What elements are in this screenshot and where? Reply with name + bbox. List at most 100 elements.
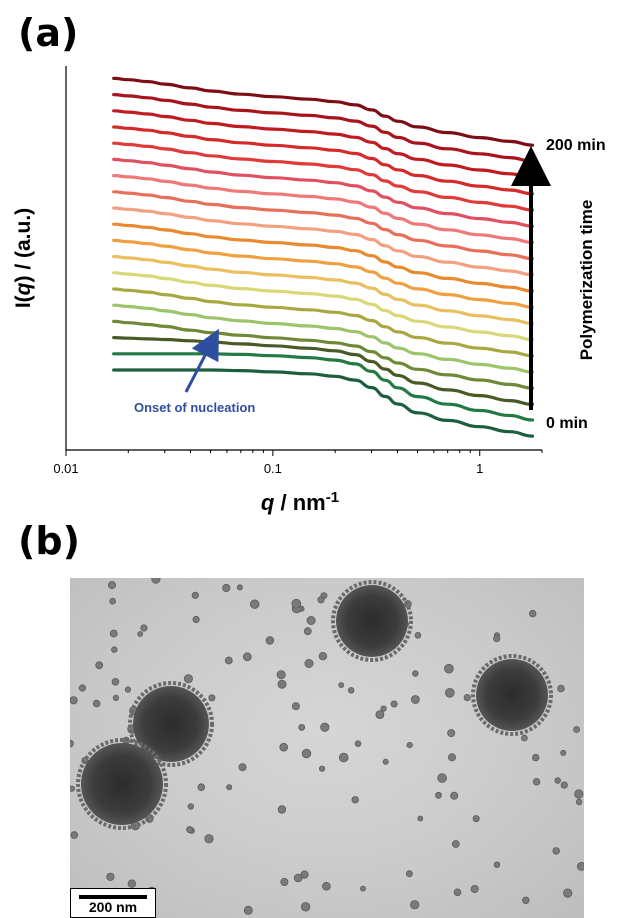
small-particle [560,749,567,756]
panel-label-a: (a) [18,11,79,55]
nucleation-arrow [184,328,219,393]
small-particle [95,661,104,670]
small-particle [226,784,233,791]
scattering-curve-13 [112,174,535,244]
small-particle [447,753,456,762]
small-particle [151,578,161,584]
small-particle [124,686,132,693]
small-particle [70,831,79,839]
small-particle [109,597,116,605]
small-particle [322,881,331,891]
small-particle [437,773,447,783]
small-particle [317,596,325,604]
scattering-curve-11 [112,206,535,277]
small-particle [450,791,459,800]
small-particle [137,631,144,637]
small-particle [348,687,355,694]
scattering-curve-3 [112,336,535,406]
small-particle [414,631,422,639]
small-particle [451,840,460,848]
small-particle [563,888,573,898]
small-particle [303,627,312,636]
arrow-top-label: 200 min [546,137,606,154]
small-particle [70,739,74,748]
small-particle [78,684,86,692]
small-particle [265,636,275,645]
x-tick-label: 0.01 [53,461,78,476]
small-particle [191,591,199,599]
small-particle [318,651,328,661]
small-particle [277,679,287,689]
small-particle [242,652,252,662]
small-particle [574,789,584,799]
small-particle [183,674,193,684]
small-particle [108,581,117,590]
panel-label-b: (b) [18,519,80,563]
small-particle [554,777,561,784]
scattering-curve-8 [112,255,535,325]
small-particle [444,688,455,698]
x-tick-label: 1 [476,461,483,476]
scattering-curve-12 [112,190,535,261]
scattering-curve-6 [112,287,535,358]
small-particle [552,847,560,855]
small-particle [192,615,200,624]
scattering-curve-14 [112,157,535,228]
small-particle [382,758,389,765]
small-particle [390,700,398,708]
scattering-curve-18 [112,93,535,163]
small-particle [520,734,528,742]
saxs-chart: 0.01 0.1 1 I(q) / (a.u.) q / nm-1 200 min … [12,66,606,515]
tem-image [70,578,584,915]
small-particle [435,791,442,799]
arrow-bottom-label: 0 min [546,415,588,432]
scattering-curve-15 [112,141,535,212]
small-particle [360,885,366,892]
small-particle [279,742,289,752]
small-particle [406,742,413,749]
small-particle [224,656,233,665]
small-particle [493,634,501,643]
small-particle [529,609,537,618]
small-particle [111,646,118,653]
scattering-curve-17 [112,109,535,180]
small-particle [187,803,194,810]
small-particle [306,616,316,626]
small-particle [444,663,454,674]
small-particle [186,826,194,834]
small-particle [472,815,480,823]
arrow-side-label: Polymerization time [577,200,596,361]
small-particle [453,888,462,897]
small-particle [410,900,420,910]
scale-bar: 200 nm [70,888,156,918]
x-tick-label: 0.1 [264,461,282,476]
small-particle [70,785,75,792]
small-particle [277,805,287,814]
small-particle [204,834,214,844]
small-particle [470,884,479,893]
small-particle [298,723,306,731]
scattering-curve-19 [112,76,535,147]
large-particle [76,738,168,830]
scattering-curve-10 [112,222,535,293]
scattering-curve-16 [112,125,535,196]
small-particle [447,729,456,738]
large-particle [471,654,553,736]
small-particle [463,694,471,702]
small-particle [380,705,387,712]
small-particle [417,815,424,822]
small-particle [276,670,286,680]
small-particle [576,862,584,871]
small-particle [557,684,565,693]
large-particle [331,580,413,662]
small-particle [106,872,115,881]
scattering-curve-2 [112,352,535,422]
small-particle [532,753,540,762]
scale-bar-label: 200 nm [88,899,138,915]
small-particle [560,781,568,789]
small-particle [493,861,501,868]
small-particle [112,694,120,702]
scattering-curve-7 [112,271,535,342]
small-particle [222,583,231,593]
large-particle [128,681,214,767]
